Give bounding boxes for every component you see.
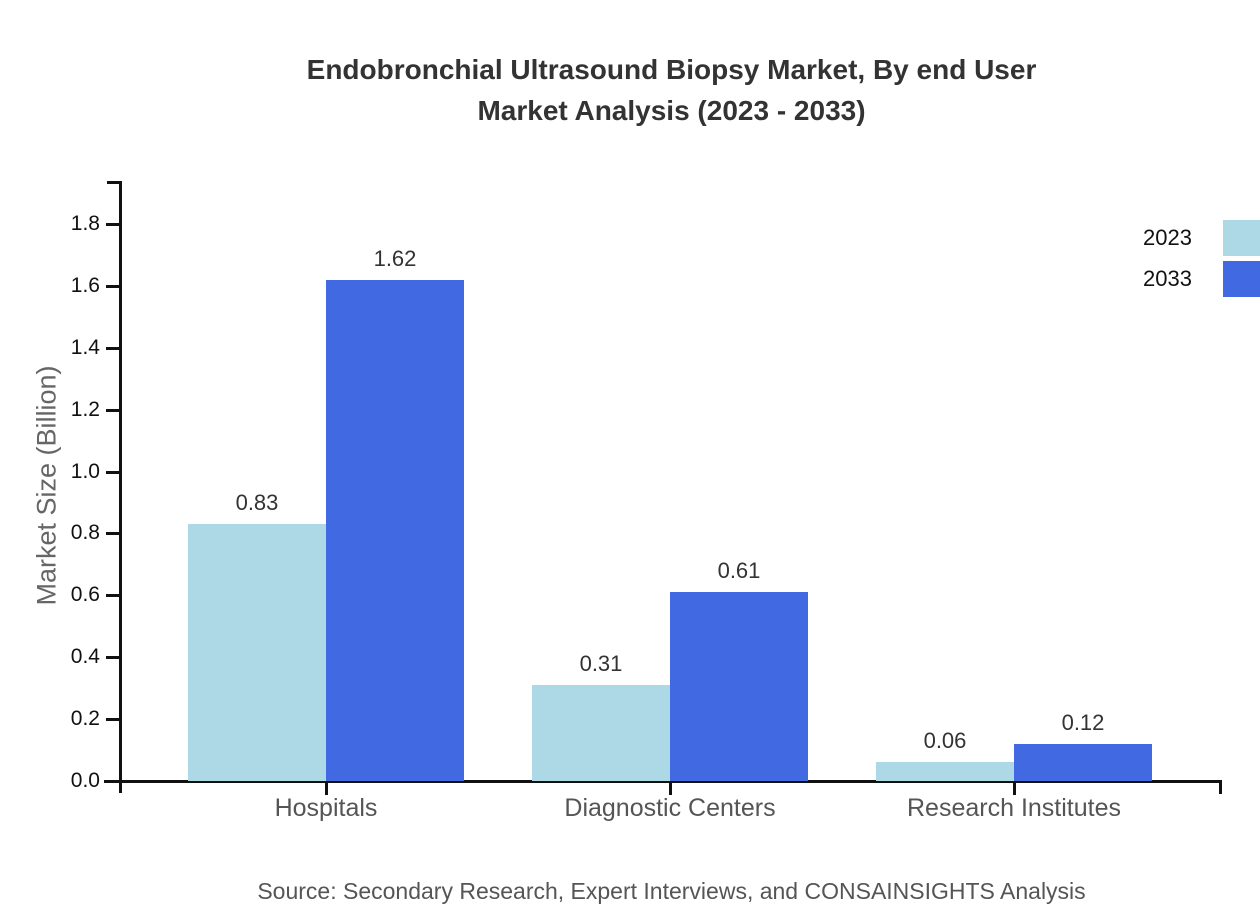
bar-2033-hospitals bbox=[326, 279, 464, 781]
bar-value-label: 0.06 bbox=[923, 728, 967, 754]
y-tick-mark bbox=[106, 594, 120, 597]
x-category-label: Hospitals bbox=[274, 794, 378, 822]
x-tick-mark bbox=[325, 781, 328, 795]
y-tick-label: 1.6 bbox=[70, 274, 100, 297]
y-tick-mark bbox=[106, 223, 120, 226]
y-axis-spine bbox=[119, 181, 122, 793]
y-tick-mark bbox=[106, 409, 120, 412]
y-tick-label: 0.8 bbox=[70, 521, 100, 544]
source-note: Source: Secondary Research, Expert Inter… bbox=[257, 878, 1086, 904]
bar-2033-diagnostic-centers bbox=[670, 592, 808, 781]
y-tick-mark bbox=[106, 532, 120, 535]
x-axis-end-cap bbox=[1219, 780, 1222, 794]
y-tick-label: 1.2 bbox=[70, 398, 100, 421]
y-tick-mark bbox=[106, 656, 120, 659]
y-tick-label: 0.0 bbox=[70, 769, 100, 792]
bar-2023-hospitals bbox=[188, 524, 326, 781]
y-tick-mark bbox=[106, 285, 120, 288]
legend-swatch-2023 bbox=[1223, 220, 1260, 256]
bar-2023-diagnostic-centers bbox=[532, 685, 670, 781]
bar-value-label: 0.83 bbox=[235, 490, 279, 516]
y-tick-label: 0.6 bbox=[70, 583, 100, 606]
y-tick-label: 1.8 bbox=[70, 212, 100, 235]
legend-swatch-2033 bbox=[1223, 261, 1260, 297]
x-category-label: Diagnostic Centers bbox=[564, 794, 776, 822]
x-tick-mark bbox=[1013, 781, 1016, 795]
bar-value-label: 0.61 bbox=[717, 558, 761, 584]
y-tick-label: 0.4 bbox=[70, 645, 100, 668]
chart-title-line2: Market Analysis (2023 - 2033) bbox=[477, 95, 866, 126]
y-axis-top-cap bbox=[107, 181, 120, 184]
y-tick-label: 0.2 bbox=[70, 707, 100, 730]
bar-value-label: 0.31 bbox=[579, 651, 623, 677]
y-tick-mark bbox=[106, 780, 120, 783]
bar-value-label: 0.12 bbox=[1061, 709, 1105, 735]
chart-title-line1: Endobronchial Ultrasound Biopsy Market, … bbox=[306, 54, 1037, 85]
bar-value-label: 1.62 bbox=[373, 245, 417, 271]
y-tick-mark bbox=[106, 718, 120, 721]
legend-label-2033: 2033 bbox=[1143, 266, 1192, 291]
y-tick-label: 1.0 bbox=[70, 460, 100, 483]
x-axis-spine bbox=[104, 780, 1222, 783]
chart-title: Endobronchial Ultrasound Biopsy Market, … bbox=[121, 49, 1222, 131]
y-tick-label: 1.4 bbox=[70, 336, 100, 359]
x-category-label: Research Institutes bbox=[907, 794, 1121, 822]
x-tick-mark bbox=[669, 781, 672, 795]
y-tick-mark bbox=[106, 471, 120, 474]
bar-2023-research-institutes bbox=[876, 762, 1014, 781]
legend-label-2023: 2023 bbox=[1143, 225, 1192, 250]
y-tick-mark bbox=[106, 347, 120, 350]
bar-2033-research-institutes bbox=[1014, 743, 1152, 781]
